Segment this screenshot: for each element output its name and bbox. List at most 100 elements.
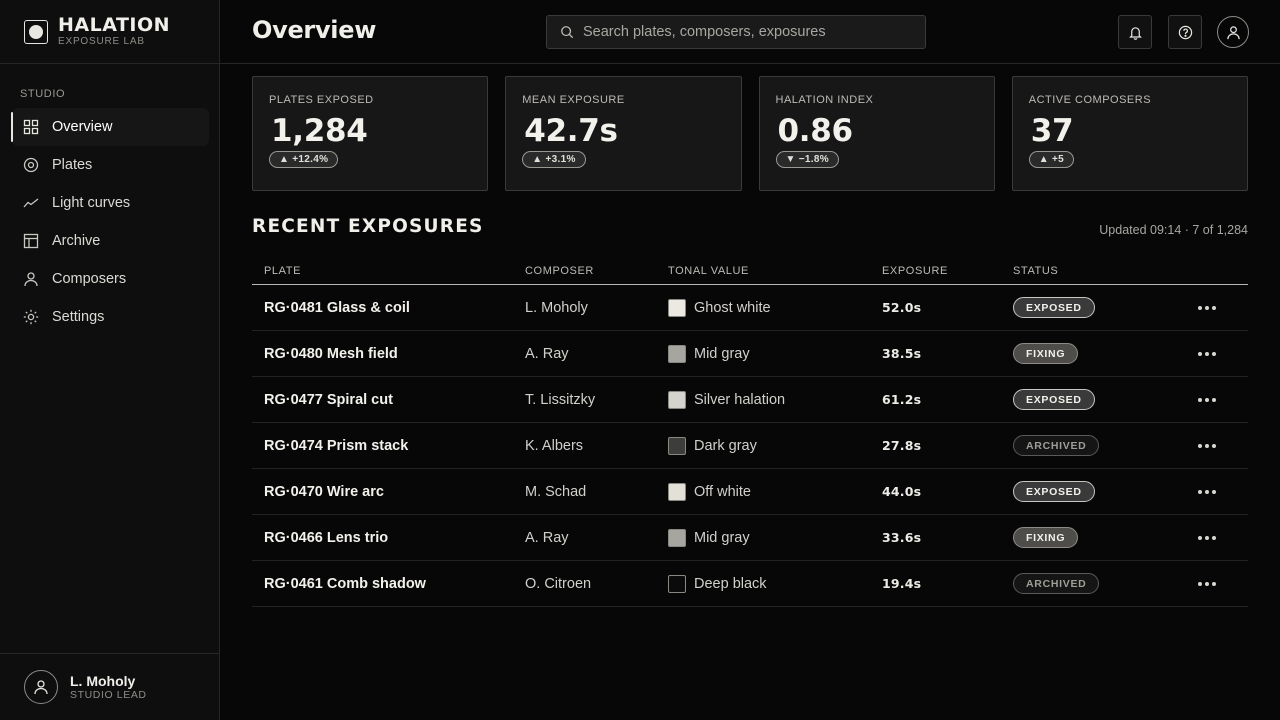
- column-header-composer[interactable]: COMPOSER: [525, 265, 594, 277]
- more-options-button[interactable]: [1194, 578, 1220, 590]
- user-name: L. Moholy: [70, 672, 136, 689]
- ellipsis-icon: [1198, 397, 1202, 402]
- more-options-button[interactable]: [1194, 486, 1220, 498]
- column-header-plate[interactable]: PLATE: [264, 265, 302, 277]
- table-row[interactable]: RG·0474 Prism stack K. Albers Dark gray …: [252, 423, 1248, 469]
- composer-name: K. Albers: [525, 437, 584, 454]
- tone-swatch: [668, 390, 686, 409]
- help-icon: [1178, 25, 1192, 39]
- avatar: [24, 670, 58, 704]
- ellipsis-icon: [1198, 305, 1202, 310]
- bell-icon: [1128, 26, 1142, 40]
- table-row[interactable]: RG·0480 Mesh field A. Ray Mid gray 38.5s…: [252, 331, 1248, 377]
- tone-swatch: [668, 528, 686, 547]
- stat-card-mean-exposure: MEAN EXPOSURE 42.7s ▲ +3.1%: [505, 76, 742, 191]
- tonal-value: Deep black: [694, 575, 767, 592]
- sidebar-item-label: Light curves: [52, 195, 131, 211]
- notifications-button[interactable]: [1118, 15, 1152, 49]
- tonal-value: Mid gray: [694, 345, 750, 362]
- brand-subtitle: EXPOSURE LAB: [58, 36, 145, 47]
- table-row[interactable]: RG·0481 Glass & coil L. Moholy Ghost whi…: [252, 285, 1248, 331]
- plate-name: RG·0480 Mesh field: [264, 345, 398, 362]
- stats-row: PLATES EXPOSED 1,284 ▲ +12.4% MEAN EXPOS…: [252, 76, 1248, 191]
- more-options-button[interactable]: [1194, 394, 1220, 406]
- status-badge: ARCHIVED: [1013, 573, 1100, 594]
- more-options-button[interactable]: [1194, 348, 1220, 360]
- sidebar-item-label: Plates: [52, 157, 93, 173]
- sidebar-item-archive[interactable]: Archive: [12, 222, 209, 260]
- sidebar-item-label: Archive: [52, 233, 101, 249]
- sidebar-item-overview[interactable]: Overview: [11, 108, 209, 146]
- sidebar-item-label: Overview: [52, 119, 113, 135]
- table-row[interactable]: RG·0477 Spiral cut T. Lissitzky Silver h…: [252, 377, 1248, 423]
- stat-card-halation-index: HALATION INDEX 0.86 ▼ −1.8%: [758, 76, 995, 191]
- sidebar-item-label: Settings: [52, 309, 105, 325]
- search-icon: [561, 26, 574, 39]
- status-badge: FIXING: [1013, 527, 1079, 548]
- tone-swatch: [668, 482, 686, 501]
- stat-delta-badge: ▲ +5: [1028, 151, 1075, 168]
- topbar: Overview: [220, 0, 1280, 64]
- tonal-value: Ghost white: [694, 299, 771, 316]
- composer-name: L. Moholy: [525, 299, 588, 316]
- table-row[interactable]: RG·0466 Lens trio A. Ray Mid gray 33.6s …: [252, 515, 1248, 561]
- exposure-value: 38.5s: [882, 345, 922, 361]
- tone-swatch: [668, 436, 686, 455]
- table-body: RG·0481 Glass & coil L. Moholy Ghost whi…: [252, 285, 1248, 607]
- status-badge: EXPOSED: [1013, 389, 1095, 410]
- exposure-value: 61.2s: [882, 391, 922, 407]
- table-row[interactable]: RG·0461 Comb shadow O. Citroen Deep blac…: [252, 561, 1248, 607]
- stat-value: 1,284: [271, 113, 368, 149]
- brand-name: HALATION: [58, 14, 171, 36]
- stat-delta-badge: ▲ +12.4%: [269, 151, 339, 168]
- ellipsis-icon: [1198, 489, 1202, 494]
- sidebar-item-composers[interactable]: Composers: [12, 260, 209, 298]
- layout-icon: [23, 233, 39, 249]
- tonal-value: Silver halation: [694, 391, 786, 408]
- exposure-value: 33.6s: [882, 529, 922, 545]
- stat-label: HALATION INDEX: [775, 94, 874, 106]
- stat-value: 42.7s: [524, 113, 618, 149]
- plate-name: RG·0461 Comb shadow: [264, 575, 426, 592]
- sidebar-item-light-curves[interactable]: Light curves: [12, 184, 209, 222]
- plate-name: RG·0481 Glass & coil: [264, 299, 410, 316]
- sidebar: HALATION EXPOSURE LAB STUDIO Overview Pl…: [0, 0, 220, 720]
- composer-name: A. Ray: [525, 529, 569, 546]
- column-header-exposure[interactable]: EXPOSURE: [882, 265, 948, 277]
- stat-delta-badge: ▲ +3.1%: [522, 151, 586, 168]
- search-box[interactable]: [546, 15, 926, 49]
- exposure-value: 27.8s: [882, 437, 922, 453]
- stat-label: PLATES EXPOSED: [269, 94, 374, 106]
- help-button[interactable]: [1168, 15, 1202, 49]
- composer-name: A. Ray: [525, 345, 569, 362]
- stat-value: 0.86: [777, 113, 854, 149]
- table-row[interactable]: RG·0470 Wire arc M. Schad Off white 44.0…: [252, 469, 1248, 515]
- plate-name: RG·0474 Prism stack: [264, 437, 409, 454]
- search-input[interactable]: [583, 24, 903, 40]
- plate-name: RG·0470 Wire arc: [264, 483, 384, 500]
- more-options-button[interactable]: [1194, 440, 1220, 452]
- column-header-tonal-value[interactable]: TONAL VALUE: [668, 265, 749, 277]
- status-badge: EXPOSED: [1013, 297, 1095, 318]
- column-header-status[interactable]: STATUS: [1013, 265, 1059, 277]
- user-icon: [34, 680, 48, 695]
- more-options-button[interactable]: [1194, 532, 1220, 544]
- user-profile[interactable]: L. Moholy STUDIO LEAD: [0, 653, 219, 720]
- more-options-button[interactable]: [1194, 302, 1220, 314]
- account-button[interactable]: [1217, 16, 1249, 48]
- tone-swatch: [668, 298, 686, 317]
- disc-icon: [23, 157, 39, 173]
- sidebar-item-settings[interactable]: Settings: [12, 298, 209, 336]
- tone-swatch: [668, 344, 686, 363]
- ellipsis-icon: [1198, 535, 1202, 540]
- stat-label: MEAN EXPOSURE: [522, 94, 625, 106]
- plate-name: RG·0477 Spiral cut: [264, 391, 393, 408]
- brand[interactable]: HALATION EXPOSURE LAB: [0, 0, 219, 64]
- user-role: STUDIO LEAD: [70, 688, 147, 701]
- tonal-value: Mid gray: [694, 529, 750, 546]
- ellipsis-icon: [1198, 443, 1202, 448]
- ellipsis-icon: [1198, 581, 1202, 586]
- sidebar-item-plates[interactable]: Plates: [12, 146, 209, 184]
- user-icon: [1226, 25, 1240, 39]
- tone-swatch: [668, 574, 686, 593]
